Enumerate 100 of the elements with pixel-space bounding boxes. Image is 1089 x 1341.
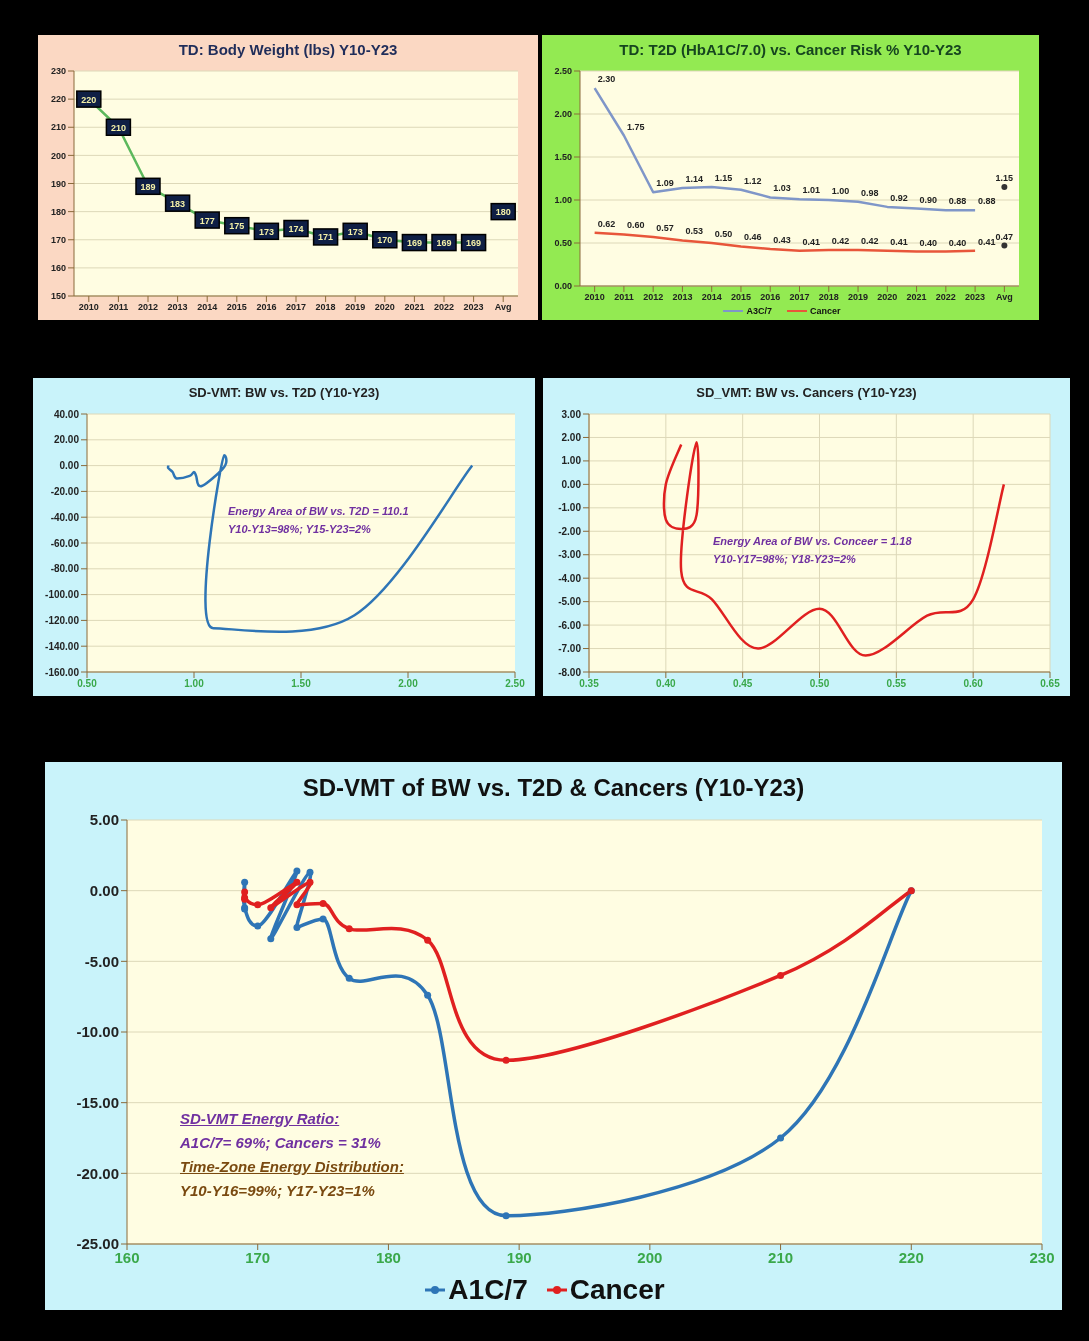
x-tick-label: 0.40: [656, 678, 676, 690]
x-tick-label: Avg: [494, 302, 512, 313]
data-label: 0.42: [831, 235, 850, 246]
point: [254, 901, 262, 909]
x-tick-label: 2014: [197, 302, 218, 313]
annotation: Energy Area of BW vs. T2D = 110.1: [228, 504, 409, 519]
annotation: SD-VMT Energy Ratio:: [180, 1109, 341, 1129]
data-label: 0.47: [995, 231, 1014, 242]
data-label: 0.92: [890, 192, 908, 203]
data-label: 173: [347, 226, 363, 237]
y-tick-label: -60.00: [50, 537, 80, 549]
annotation: Y10-Y16=99%; Y17-Y23=1%: [180, 1181, 376, 1201]
data-label: 1.09: [656, 178, 674, 189]
x-tick-label: 0.65: [1040, 678, 1061, 690]
data-label: 0.50: [714, 229, 733, 239]
y-tick-label: -2.00: [558, 525, 582, 537]
data-label: 189: [140, 181, 156, 192]
y-tick-label: -160.00: [45, 666, 80, 678]
point: [241, 878, 249, 886]
y-tick-label: 0.00: [561, 478, 582, 490]
point: [424, 936, 432, 944]
y-tick-label: 160: [50, 263, 66, 274]
data-label: 1.15: [714, 173, 733, 184]
x-tick-label: 2015: [730, 292, 751, 303]
y-tick-label: 2.50: [554, 66, 572, 77]
x-tick-label: 2020: [374, 302, 395, 313]
x-tick-label: 2016: [256, 302, 277, 313]
chart-title: TD: T2D (HbA1C/7.0) vs. Cancer Risk % Y10-Y23: [618, 40, 963, 60]
data-label: 0.62: [597, 218, 616, 229]
data-label: 0.98: [861, 187, 879, 198]
x-tick-label: 2014: [701, 292, 722, 303]
data-label: 0.41: [802, 236, 821, 247]
x-tick-label: 2022: [935, 292, 956, 303]
x-tick-label: 2011: [108, 302, 129, 313]
y-tick-label: 150: [50, 291, 66, 302]
y-tick-label: -5.00: [84, 952, 119, 970]
data-label: 0.42: [861, 235, 879, 246]
y-tick-label: 200: [50, 150, 66, 161]
data-label: 1.75: [626, 121, 645, 132]
y-tick-label: 0.00: [59, 460, 80, 472]
x-tick-label: 2013: [672, 292, 693, 303]
chart-title: SD-VMT of BW vs. T2D & Cancers (Y10-Y23): [302, 774, 805, 801]
x-tick-label: 2017: [789, 292, 810, 303]
y-tick-label: 0.00: [89, 881, 119, 899]
point: [777, 971, 785, 979]
point: [424, 991, 432, 999]
point: [345, 925, 353, 933]
x-tick-label: 2018: [315, 302, 336, 313]
x-tick-label: 2013: [167, 302, 188, 313]
x-tick-label: 2021: [906, 292, 927, 303]
point: [306, 878, 314, 886]
data-label: 0.88: [948, 196, 967, 207]
y-tick-label: 0.50: [554, 238, 572, 249]
x-tick-label: 1.00: [184, 678, 205, 690]
point: [319, 899, 327, 907]
data-label: 1.14: [685, 173, 703, 184]
x-tick-label: 2011: [614, 292, 634, 303]
y-tick-label: -6.00: [558, 619, 582, 631]
y-tick-label: -8.00: [558, 666, 582, 678]
y-tick-label: -3.00: [558, 549, 582, 561]
point: [241, 888, 249, 896]
y-tick-label: 0.00: [554, 281, 572, 292]
chart-title: SD-VMT: BW vs. T2D (Y10-Y23): [187, 384, 381, 402]
y-tick-label: -4.00: [558, 572, 582, 584]
point: [293, 867, 301, 875]
x-tick-label: 2018: [818, 292, 839, 303]
legend-label: A1C/7: [448, 1274, 528, 1306]
x-tick-label: 2017: [285, 302, 307, 313]
x-tick-label: 2.00: [398, 678, 419, 690]
chart-title: TD: Body Weight (lbs) Y10-Y23: [177, 40, 399, 60]
x-tick-label: 1.50: [291, 678, 312, 690]
point: [293, 901, 301, 909]
y-tick-label: 180: [50, 206, 66, 217]
x-tick-label: 0.50: [809, 678, 830, 690]
data-label: 1.00: [831, 186, 850, 196]
point: [293, 923, 301, 931]
data-label: 175: [229, 221, 245, 232]
x-tick-label: 2016: [760, 292, 781, 303]
data-label: 0.41: [978, 236, 996, 247]
y-tick-label: -40.00: [50, 511, 80, 523]
point: [502, 1212, 510, 1220]
y-tick-label: 1.50: [554, 152, 572, 163]
y-tick-label: 40.00: [53, 408, 80, 420]
y-tick-label: 170: [50, 234, 66, 245]
x-tick-label: 2023: [463, 302, 484, 313]
y-tick-label: -1.00: [558, 502, 582, 514]
x-tick-label: 220: [898, 1248, 924, 1266]
annotation: Energy Area of BW vs. Conceer = 1.18: [713, 534, 912, 549]
data-label: 0.90: [919, 194, 938, 205]
x-tick-label: 200: [637, 1248, 663, 1266]
x-tick-label: 180: [375, 1248, 401, 1266]
data-label: 174: [288, 224, 304, 234]
line-series: [593, 86, 977, 212]
y-tick-label: 220: [50, 94, 66, 105]
x-tick-label: 170: [245, 1248, 271, 1266]
point: [254, 922, 262, 930]
x-tick-label: 210: [768, 1248, 794, 1266]
annotation: Time-Zone Energy Distribution:: [180, 1157, 404, 1177]
x-tick-label: 2010: [78, 302, 99, 313]
point: [267, 935, 275, 943]
